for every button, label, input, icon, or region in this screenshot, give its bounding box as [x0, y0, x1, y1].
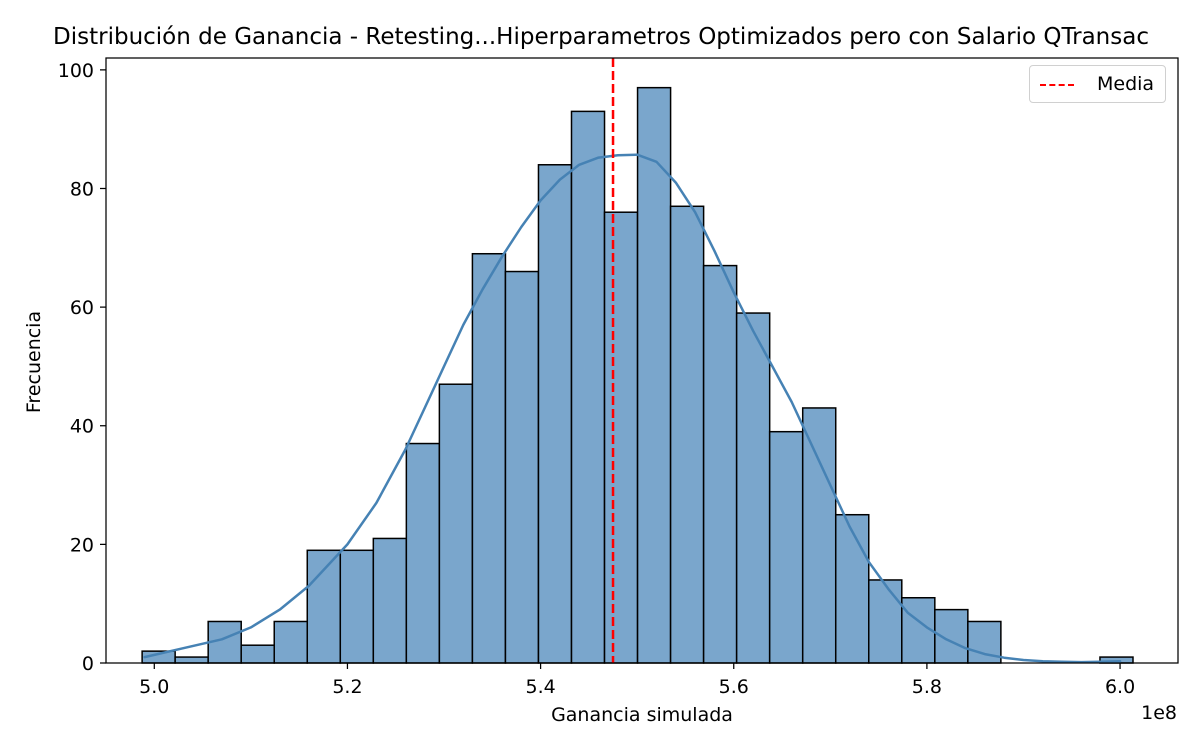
plot-frame	[105, 57, 1179, 664]
legend-mean-label: Media	[1097, 73, 1155, 95]
x-tick-label: 5.2	[332, 676, 362, 698]
x-tick-label: 5.8	[912, 676, 942, 698]
histogram-bar	[570, 110, 606, 664]
histogram-bar	[372, 537, 408, 664]
x-tick-label: 6.0	[1105, 676, 1135, 698]
histogram-bar	[438, 383, 474, 664]
histogram-bar	[735, 312, 771, 664]
y-tick-label: 40	[70, 416, 94, 438]
histogram-bars	[141, 86, 1134, 664]
kde-curve	[143, 153, 1122, 664]
y-tick-label: 80	[70, 178, 94, 200]
y-axis-label: Frecuencia	[23, 311, 45, 413]
histogram-bar	[868, 579, 903, 664]
x-axis-offset-label: 1e8	[1141, 702, 1177, 724]
histogram-bar	[471, 252, 507, 664]
histogram-bar	[801, 407, 837, 664]
histogram-bar	[405, 442, 441, 664]
histogram-bar	[702, 264, 738, 664]
histogram-bar	[603, 211, 639, 664]
histogram-bar	[174, 656, 209, 664]
histogram-bar	[240, 644, 275, 664]
legend-mean-line-swatch	[1040, 84, 1074, 86]
histogram-bar	[306, 549, 342, 664]
histogram-bar	[834, 513, 870, 664]
histogram-bar	[537, 164, 573, 664]
y-tick-label: 20	[70, 534, 94, 556]
kde-curve-group	[143, 153, 1122, 664]
x-tick-label: 5.4	[525, 676, 555, 698]
legend: Media	[1029, 65, 1166, 103]
histogram-bar	[669, 205, 705, 664]
y-tick-label: 100	[58, 60, 94, 82]
x-axis-label: Ganancia simulada	[551, 704, 733, 726]
histogram-bar	[504, 270, 540, 664]
histogram-bar	[273, 620, 309, 664]
y-tick-label: 60	[70, 297, 94, 319]
x-axis-ticks: 5.0 5.2 5.4 5.6 5.8 6.0	[139, 663, 1135, 698]
x-tick-label: 5.0	[139, 676, 169, 698]
y-axis-ticks: 0 20 40 60 80 100	[58, 60, 106, 675]
y-tick-label: 0	[82, 653, 94, 675]
histogram-bar	[768, 430, 804, 664]
x-tick-label: 5.6	[719, 676, 749, 698]
histogram-bar	[636, 86, 672, 664]
histogram-bar	[339, 549, 375, 664]
chart-title: Distribución de Ganancia - Retesting...H…	[53, 24, 1149, 50]
